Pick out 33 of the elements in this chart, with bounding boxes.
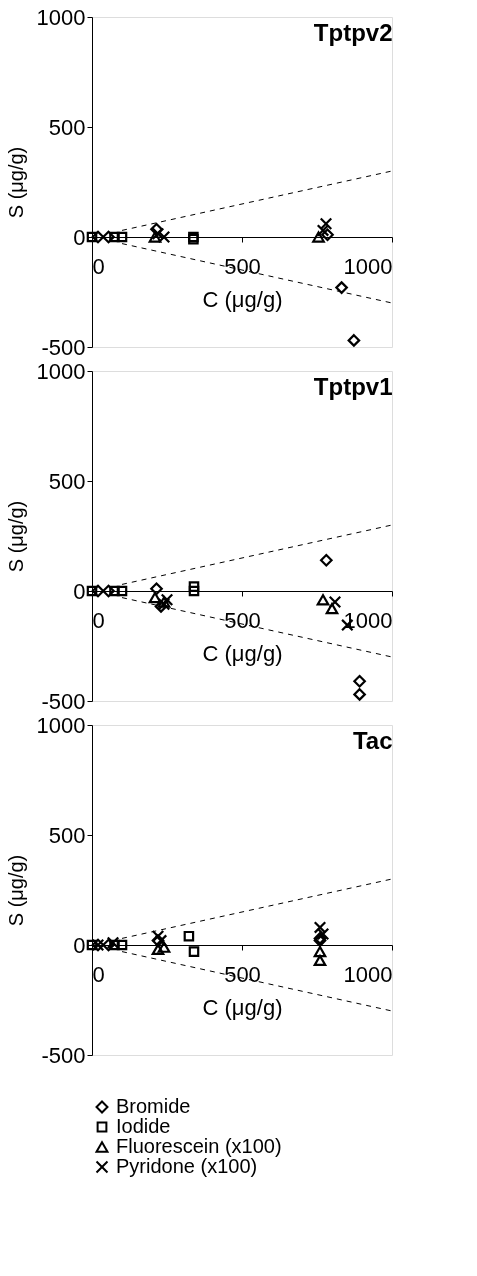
- x-tick-label: 500: [224, 961, 261, 987]
- y-tick-label: 500: [48, 822, 86, 848]
- x-axis-title: C (μg/g): [202, 640, 283, 666]
- y-axis-title: S (μg/g): [4, 146, 27, 219]
- chart-title: Tptpv1: [313, 373, 393, 400]
- y-tick-label: 1000: [36, 358, 86, 384]
- x-axis-title: C (μg/g): [202, 286, 283, 312]
- legend-label: Fluorescein (x100): [116, 1135, 282, 1157]
- y-tick-label: 0: [73, 224, 86, 250]
- y-axis-title: S (μg/g): [4, 854, 27, 927]
- y-tick-label: 500: [48, 114, 86, 140]
- y-tick-label: 500: [48, 468, 86, 494]
- x-tick-label: 500: [224, 253, 261, 279]
- x-tick-label: 1000: [343, 961, 393, 987]
- y-tick-label: 0: [73, 578, 86, 604]
- y-tick-label: 0: [73, 932, 86, 958]
- y-tick-label: 1000: [36, 4, 86, 30]
- x-axis-title: C (μg/g): [202, 994, 283, 1020]
- x-tick-label: 1000: [343, 253, 393, 279]
- y-tick-label: 1000: [36, 712, 86, 738]
- y-axis-title: S (μg/g): [4, 500, 27, 573]
- x-tick-label: 0: [92, 607, 105, 633]
- x-tick-label: 1000: [343, 607, 393, 633]
- y-tick-label: -500: [41, 1042, 86, 1068]
- chart-title: Tptpv2: [313, 19, 393, 46]
- legend-label: Iodide: [116, 1115, 171, 1137]
- y-tick-label: -500: [41, 334, 86, 360]
- x-tick-label: 0: [92, 253, 105, 279]
- x-tick-label: 500: [224, 607, 261, 633]
- legend-label: Bromide: [116, 1095, 191, 1117]
- x-tick-label: 0: [92, 961, 105, 987]
- chart-title: Tac: [352, 727, 393, 754]
- y-tick-label: -500: [41, 688, 86, 714]
